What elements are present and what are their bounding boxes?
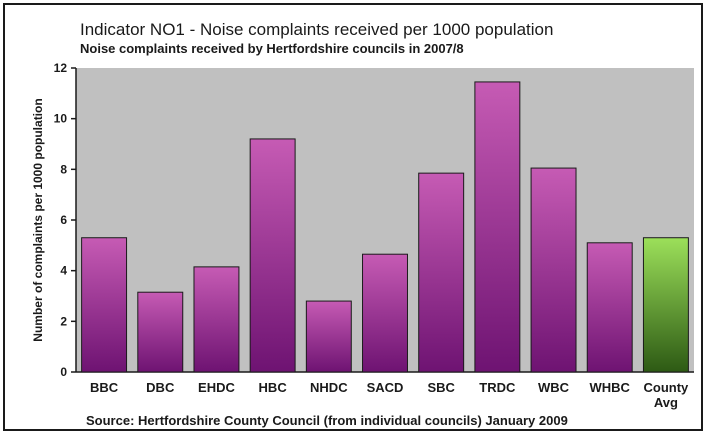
y-tick-label: 12 [54, 61, 68, 75]
x-tick-label: EHDC [198, 380, 235, 395]
x-tick-label: HBC [259, 380, 288, 395]
bar-nhdc [305, 300, 352, 373]
y-tick-label: 8 [60, 162, 67, 176]
x-axis-labels: BBC DBC EHDC HBC NHDC SACD SBC TRDC WBC WHBC Count… [90, 380, 689, 410]
bar-whbc [586, 242, 633, 373]
x-tick-label: County Avg [644, 380, 690, 410]
x-tick-label: SBC [427, 380, 455, 395]
y-tick-label: 2 [60, 314, 67, 328]
bar-bbc [81, 237, 128, 373]
bar-wbc [530, 167, 577, 373]
bar-county-avg [642, 237, 689, 373]
x-tick-label: DBC [146, 380, 175, 395]
x-tick-label: SACD [367, 380, 404, 395]
x-tick-label: TRDC [479, 380, 516, 395]
bar-sbc [418, 172, 465, 373]
x-tick-label: WBC [538, 380, 570, 395]
bar-hbc [249, 138, 296, 373]
bar-trdc [474, 81, 521, 373]
chart-subtitle: Noise complaints received by Hertfordshi… [80, 41, 464, 56]
y-tick-label: 6 [60, 213, 67, 227]
y-tick-label: 10 [54, 112, 68, 126]
y-axis-title: Number of complaints per 1000 population [31, 98, 45, 341]
chart-title: Indicator NO1 - Noise complaints receive… [80, 20, 554, 39]
bar-sacd [362, 253, 408, 373]
y-tick-label: 4 [60, 264, 67, 278]
y-tick-label: 0 [60, 365, 67, 379]
bar-ehdc [193, 266, 240, 373]
x-tick-label: WHBC [590, 380, 631, 395]
x-tick-label: NHDC [310, 380, 348, 395]
bar-dbc [137, 291, 184, 373]
x-tick-label: BBC [90, 380, 119, 395]
bars [81, 81, 689, 373]
source-note: Source: Hertfordshire County Council (fr… [86, 413, 568, 428]
